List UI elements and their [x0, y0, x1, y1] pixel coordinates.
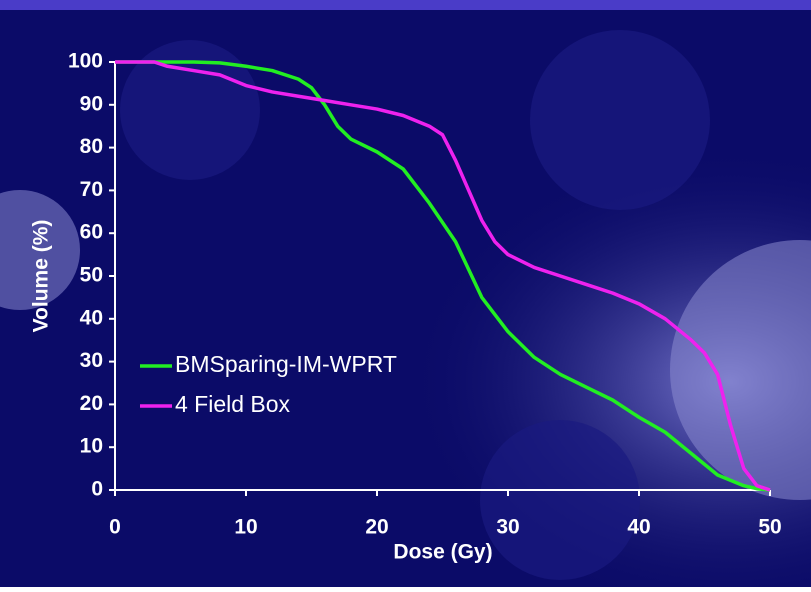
top-border: [0, 0, 811, 10]
x-axis-label: Dose (Gy): [393, 541, 492, 564]
x-tick-label: 40: [627, 516, 650, 539]
y-tick-label: 50: [80, 264, 103, 287]
y-tick-label: 70: [80, 178, 103, 201]
series-line: [115, 60, 771, 492]
x-tick-label: 20: [365, 516, 388, 539]
y-tick-label: 80: [80, 135, 103, 158]
y-tick-label: 10: [80, 435, 103, 458]
gear-decor-light: [0, 190, 811, 500]
y-tick-label: 60: [80, 221, 103, 244]
y-tick-label: 90: [80, 92, 103, 115]
legend-label: 4 Field Box: [175, 391, 291, 417]
x-tick-label: 50: [758, 516, 781, 539]
y-tick-label: 30: [80, 349, 103, 372]
y-tick-label: 40: [80, 306, 103, 329]
y-axis-label: Volume (%): [30, 220, 53, 333]
x-tick-label: 10: [234, 516, 257, 539]
y-tick-label: 100: [68, 50, 103, 73]
series-line: [115, 60, 771, 492]
gear-decor: [120, 30, 710, 580]
x-tick-label: 0: [109, 516, 121, 539]
x-tick-label: 30: [496, 516, 519, 539]
y-tick-label: 20: [80, 392, 103, 415]
legend-label: BMSparing-IM-WPRT: [175, 351, 397, 377]
y-tick-label: 0: [91, 478, 103, 501]
